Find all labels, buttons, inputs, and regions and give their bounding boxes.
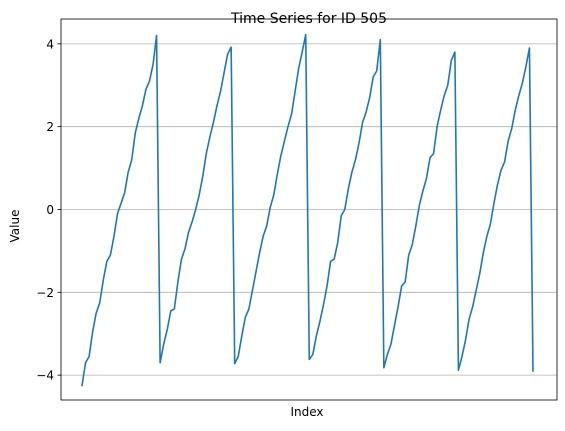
x-axis-label: Index: [290, 405, 323, 419]
y-axis: −4 −2 0 2 4: [36, 37, 61, 383]
y-tick-label: 0: [46, 203, 54, 217]
y-axis-label: Value: [8, 210, 22, 243]
series-line: [81, 33, 534, 387]
grid: [61, 43, 557, 376]
y-tick-label: −4: [36, 369, 54, 383]
y-tick-label: 2: [46, 120, 54, 134]
y-tick-label: 4: [46, 37, 54, 51]
series-layer: [81, 33, 534, 387]
y-tick-label: −2: [36, 286, 54, 300]
chart-title: Time Series for ID 505: [230, 11, 387, 27]
